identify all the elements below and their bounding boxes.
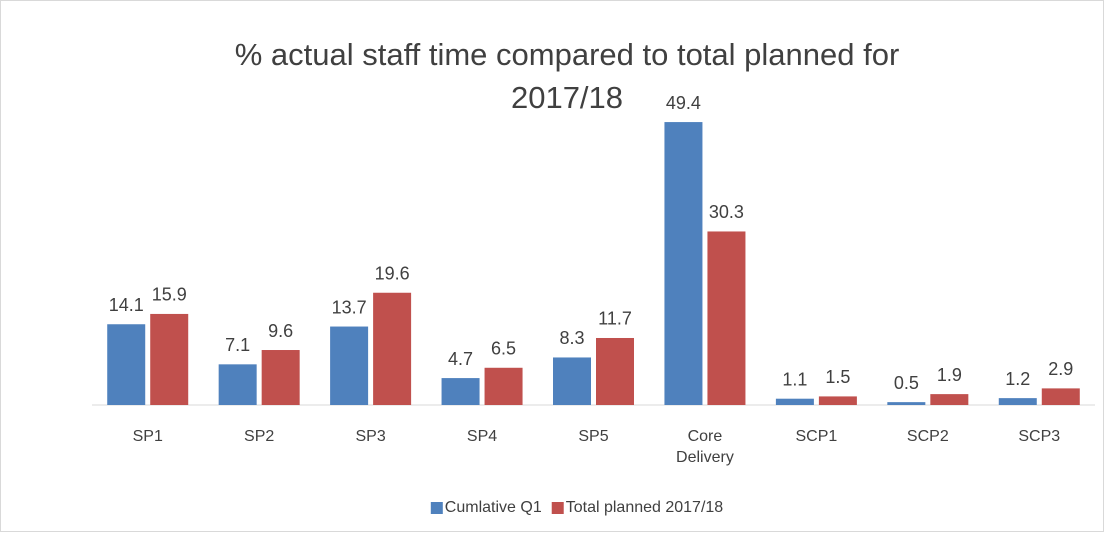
bar: [150, 313, 189, 405]
bar: [887, 402, 926, 405]
legend-label: Cumlative Q1: [445, 499, 542, 516]
bar: [930, 394, 969, 405]
value-label: 9.6: [268, 321, 293, 341]
value-label: 1.2: [1005, 369, 1030, 389]
value-label: 14.1: [109, 295, 144, 315]
x-tick-label: SCP2: [907, 428, 949, 445]
value-label: 0.5: [894, 373, 919, 393]
bar: [818, 396, 857, 405]
value-label: 4.7: [448, 349, 473, 369]
bar: [596, 337, 634, 405]
value-label: 49.4: [666, 93, 701, 113]
x-tick-label: SP2: [244, 428, 274, 445]
value-label: 30.3: [709, 202, 744, 222]
x-tick-label: SCP1: [795, 428, 837, 445]
x-tick-label: SCP3: [1018, 428, 1060, 445]
bar: [775, 398, 814, 405]
value-label: 1.9: [937, 365, 962, 385]
bar: [1041, 388, 1080, 405]
bar: [261, 350, 300, 405]
x-tick-label: SP5: [578, 428, 608, 445]
bar: [107, 324, 146, 405]
bar: [373, 292, 412, 405]
value-label: 19.6: [375, 263, 410, 283]
chart-title: % actual staff time compared to total pl…: [235, 37, 900, 115]
value-label: 11.7: [598, 309, 632, 329]
bar: [484, 367, 523, 405]
value-label: 1.1: [782, 369, 807, 389]
bar: [664, 122, 703, 405]
bar: [218, 364, 257, 405]
bar: [330, 326, 369, 405]
x-tick-label: SP4: [467, 428, 497, 445]
value-label: 7.1: [225, 335, 250, 355]
bar: [998, 398, 1037, 405]
legend-swatch: [551, 502, 564, 514]
value-label: 2.9: [1048, 359, 1073, 379]
bar: [553, 357, 591, 405]
value-label: 6.5: [491, 339, 516, 359]
bar: [441, 378, 480, 405]
legend-swatch: [430, 502, 443, 514]
value-label: 1.5: [825, 367, 850, 387]
x-tick-label: SP1: [133, 428, 163, 445]
legend-label: Total planned 2017/18: [566, 499, 724, 516]
value-label: 8.3: [559, 328, 584, 348]
value-label: 15.9: [152, 285, 187, 305]
bar: [707, 231, 746, 405]
value-label: 13.7: [332, 297, 367, 317]
x-tick-label: Core Delivery: [676, 428, 734, 466]
x-tick-label: SP3: [355, 428, 385, 445]
